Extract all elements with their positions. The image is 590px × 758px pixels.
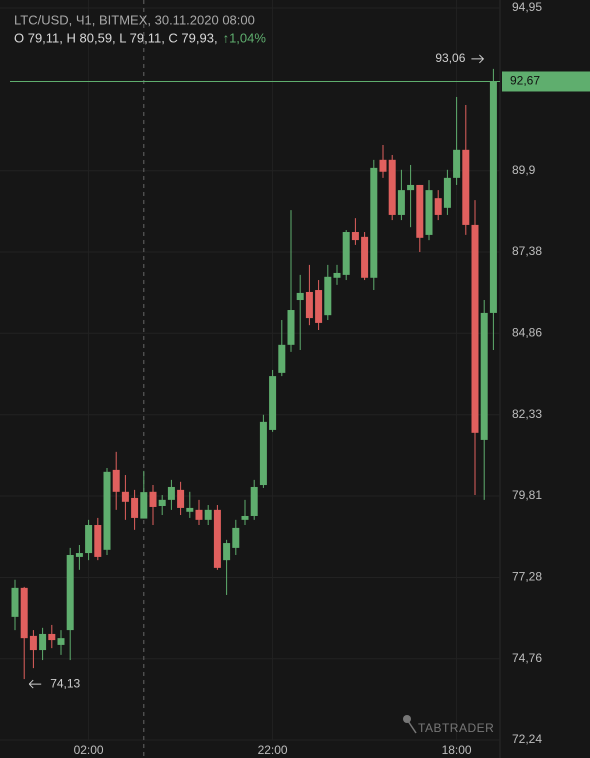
candle-body <box>75 553 83 557</box>
candle-body <box>489 81 497 313</box>
candles <box>11 68 497 680</box>
candle-body <box>48 633 56 641</box>
candle-body <box>39 633 47 651</box>
overlay: 92,67 93,06 74,13 <box>10 51 590 690</box>
candle-body <box>397 190 405 215</box>
candle-body <box>324 276 332 316</box>
candle-body <box>370 167 378 278</box>
candle-body <box>250 486 258 516</box>
candle-body <box>342 232 350 275</box>
watermark: TABTRADER <box>418 721 494 735</box>
candle-body <box>361 236 369 278</box>
candle-body <box>223 543 231 561</box>
candle-body <box>351 232 359 241</box>
candle-body <box>425 190 433 235</box>
candle-body <box>416 184 424 238</box>
candle-body <box>315 290 323 323</box>
y-tick-label: 82,33 <box>512 407 542 421</box>
candle-body <box>480 312 488 440</box>
candle-body <box>112 469 120 492</box>
candle-body <box>241 515 249 520</box>
low-arrow <box>28 679 42 689</box>
candle-body <box>213 509 221 568</box>
candle-body <box>186 507 194 512</box>
y-tick-label: 87,38 <box>512 244 542 258</box>
candle-body <box>278 344 286 373</box>
candle-body <box>259 421 267 486</box>
candle-body <box>29 635 37 651</box>
y-tick-label: 89,9 <box>512 163 536 177</box>
candle-body <box>195 509 203 520</box>
watermark-icon <box>407 720 417 734</box>
candle-body <box>131 497 139 518</box>
candle-body <box>232 527 240 548</box>
candle-body <box>287 310 295 345</box>
candle-body <box>471 224 479 433</box>
candle-body <box>103 471 111 550</box>
candle-body <box>379 159 387 172</box>
ohlc-label: O 79,11, H 80,59, L 79,11, C 79,93, <box>14 30 218 45</box>
candle-body <box>11 587 19 617</box>
candle-body <box>121 491 129 502</box>
candle-body <box>407 184 415 191</box>
candle-body <box>434 198 442 215</box>
candle-body <box>333 272 341 278</box>
candle-body <box>85 525 93 554</box>
y-tick-label: 94,95 <box>512 0 542 14</box>
candle-body <box>158 499 166 506</box>
candle-body <box>269 376 277 430</box>
x-tick-label: 22:00 <box>258 743 288 757</box>
candle-body <box>305 291 313 319</box>
x-tick-label: 02:00 <box>74 743 104 757</box>
last-price-label: 92,67 <box>510 74 540 88</box>
candle-body <box>167 486 175 500</box>
y-tick-label: 77,28 <box>512 570 542 584</box>
low-label: 74,13 <box>50 676 80 690</box>
candle-body <box>462 149 470 225</box>
y-tick-label: 84,86 <box>512 325 542 339</box>
candle-body <box>177 489 185 508</box>
high-arrow <box>471 54 485 64</box>
change-label: ↑1,04% <box>223 30 267 45</box>
candle-body <box>296 292 304 301</box>
candle-body <box>57 638 65 645</box>
grid: 72,24 74,76 77,28 79,81 82,33 84,86 87,38 89,9 9… <box>0 0 542 758</box>
candle-body <box>204 509 212 520</box>
candle-body <box>149 491 157 507</box>
y-tick-label: 72,24 <box>512 732 542 746</box>
candle-body <box>20 587 28 639</box>
high-label: 93,06 <box>435 51 465 65</box>
candle-body <box>388 159 396 215</box>
candle-body <box>443 177 451 208</box>
candle-body <box>140 492 148 519</box>
candle-body <box>66 554 74 631</box>
last-price-box <box>502 71 590 92</box>
y-tick-label: 74,76 <box>512 651 542 665</box>
candle-body <box>94 525 102 557</box>
candle-body <box>453 149 461 178</box>
x-tick-label: 18:00 <box>442 743 472 757</box>
chart-header: LTC/USD, Ч1, BITMEX, 30.11.2020 08:00 <box>14 12 255 27</box>
watermark-icon <box>403 715 411 723</box>
y-tick-label: 79,81 <box>512 488 542 502</box>
